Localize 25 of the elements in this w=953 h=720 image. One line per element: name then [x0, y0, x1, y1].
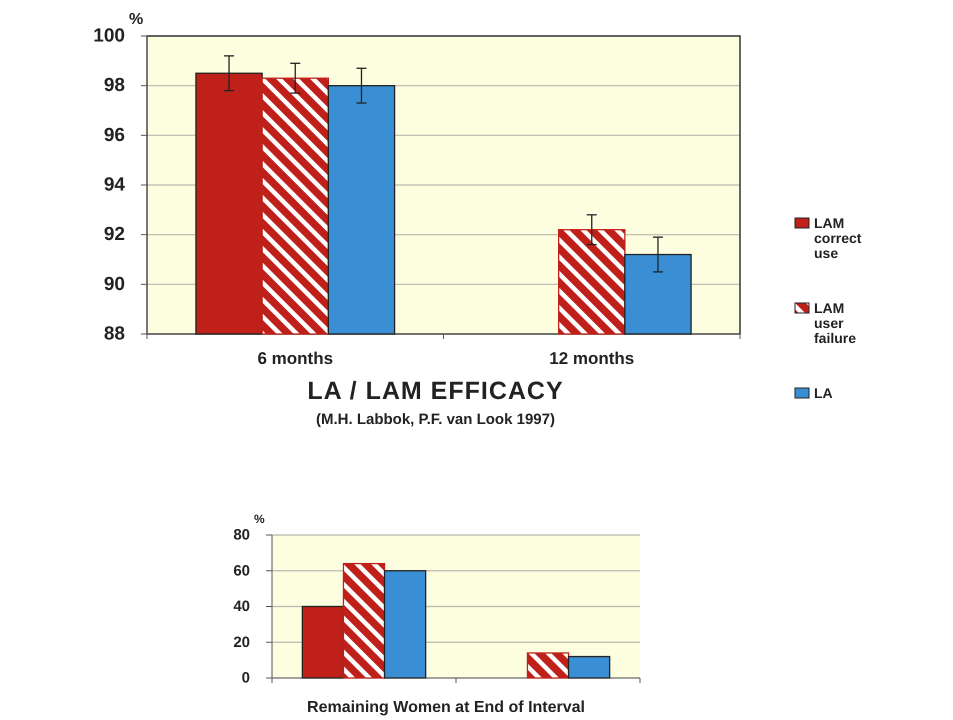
y-tick-label: 60: [233, 562, 250, 580]
y-tick-label: 100: [93, 26, 125, 46]
bar: [526, 652, 570, 679]
y-tick-label: 20: [233, 634, 250, 651]
y-tick-label: 88: [104, 324, 125, 344]
x-tick-label: 12 months: [549, 349, 634, 368]
legend-label: LAM user failure: [814, 300, 856, 346]
bar: [384, 570, 426, 679]
y-tick-label: 80: [233, 526, 250, 544]
y-tick-label: 98: [104, 75, 125, 96]
x-tick-label: 6 months: [257, 349, 334, 368]
y-axis-title: %: [129, 11, 144, 28]
y-tick-label: 0: [242, 670, 250, 686]
bar: [568, 656, 610, 679]
y-tick-label: 92: [104, 224, 125, 246]
y-tick-label: 96: [104, 124, 125, 146]
y-tick-label: 40: [233, 598, 250, 615]
legend-label: LAM correct use: [814, 215, 862, 261]
text: (M.H. Labbok, P.F. van Look 1997): [316, 411, 555, 428]
y-tick-label: 94: [104, 174, 126, 196]
y-tick-label: 90: [104, 274, 125, 295]
x-axis-title: Remaining Women at End of Interval: [307, 699, 585, 716]
text: LA / LAM EFFICACY: [307, 377, 564, 405]
y-axis-title: %: [254, 512, 265, 526]
legend-label: LA: [814, 385, 833, 401]
